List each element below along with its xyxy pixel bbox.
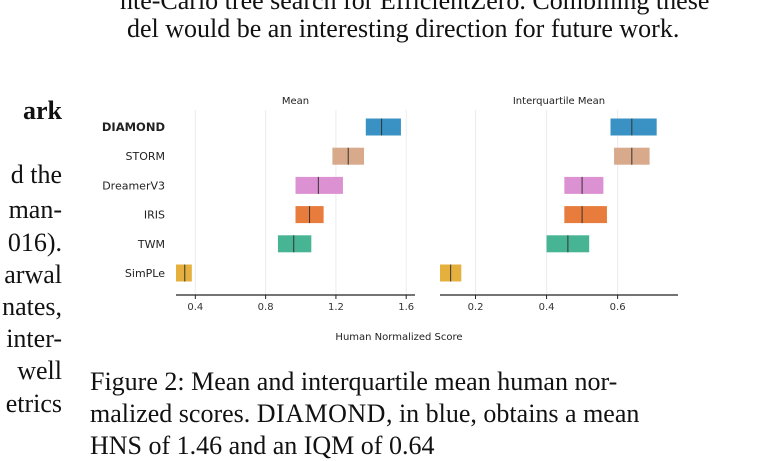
x-tick-label: 0.4	[187, 302, 203, 313]
interval-bar	[176, 264, 192, 282]
body-text-line-1: nte-Carlo tree search for EfficientZero.…	[120, 0, 710, 15]
left-column-fragment: d the	[10, 160, 62, 189]
panel-title: Interquartile Mean	[513, 96, 605, 107]
left-column-fragment: well	[17, 356, 62, 385]
left-column-fragment: inter-	[6, 324, 62, 353]
interval-bar	[295, 176, 343, 194]
left-column-fragment: etrics	[5, 389, 62, 418]
caption-text: malized scores.	[90, 399, 257, 428]
interval-bar	[277, 235, 312, 253]
left-column-fragment: 016).	[7, 228, 62, 257]
x-tick-label: 0.8	[258, 302, 274, 313]
interval-bar	[365, 118, 401, 136]
method-label: STORM	[126, 150, 166, 163]
method-label: DreamerV3	[102, 179, 165, 192]
method-label: SimPLe	[125, 267, 165, 280]
interval-bar	[610, 118, 657, 136]
left-column-fragment: nates,	[2, 292, 62, 321]
body-text-line-2: del would be an interesting direction fo…	[127, 14, 680, 43]
figure-caption-line-2: malized scores. DIAMOND, in blue, obtain…	[90, 399, 639, 429]
left-column-fragment: arwal	[4, 260, 62, 289]
x-tick-label: 1.2	[328, 302, 344, 313]
x-tick-label: 1.6	[398, 302, 414, 313]
panel-title: Mean	[282, 96, 309, 107]
caption-method-name: DIAMOND	[256, 399, 386, 428]
caption-text: , in blue, obtains a mean	[385, 399, 640, 428]
interval-bar	[564, 176, 604, 194]
figure-caption-line-1: Figure 2: Mean and interquartile mean hu…	[90, 367, 618, 396]
interval-bar	[564, 206, 607, 224]
x-tick-label: 0.6	[610, 302, 626, 313]
method-label: IRIS	[144, 209, 165, 222]
method-label: DIAMOND	[102, 120, 165, 134]
method-label: TWM	[137, 238, 165, 251]
x-tick-label: 0.2	[468, 302, 484, 313]
figure-caption-line-3: HNS of 1.46 and an IQM of 0.64	[90, 431, 435, 460]
left-column-fragment: man-	[8, 195, 62, 224]
section-heading-fragment: ark	[23, 96, 62, 125]
interval-chart: DIAMOND STORM DreamerV3 IRIS TWM SimPLe Mean 0.…	[102, 96, 678, 343]
x-tick-label: 0.4	[539, 302, 555, 313]
x-axis-label: Human Normalized Score	[335, 332, 462, 343]
